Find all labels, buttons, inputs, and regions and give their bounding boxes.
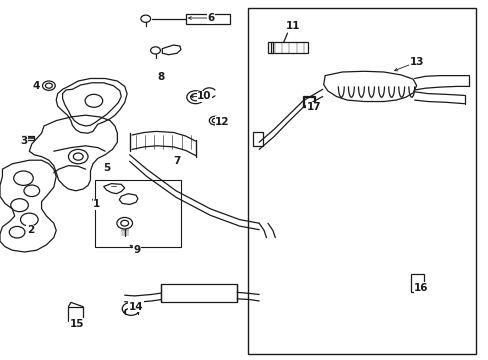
Text: 12: 12 [215, 117, 229, 127]
Bar [303, 96, 315, 107]
Text: 13: 13 [408, 57, 423, 67]
Text: 4: 4 [33, 81, 41, 91]
Text: 1: 1 [93, 199, 100, 210]
Text: 10: 10 [197, 91, 211, 102]
Bar [248, 8, 475, 354]
Bar [68, 307, 83, 321]
Text: 14: 14 [128, 302, 143, 312]
Text: 8: 8 [158, 72, 164, 82]
Text: 9: 9 [133, 245, 140, 255]
Bar [304, 97, 314, 106]
Text: 17: 17 [306, 102, 321, 112]
Bar [161, 284, 237, 302]
Bar [185, 14, 229, 24]
Text: 7: 7 [173, 156, 181, 166]
Bar [20, 136, 34, 140]
Text: 3: 3 [20, 136, 27, 146]
Bar [267, 42, 272, 53]
Bar [253, 132, 263, 146]
Bar [271, 42, 307, 53]
Text: 16: 16 [413, 283, 428, 293]
Text: 5: 5 [103, 163, 110, 174]
Text: 6: 6 [207, 13, 214, 23]
Bar [95, 180, 181, 247]
Text: 11: 11 [285, 21, 300, 31]
Text: 2: 2 [27, 225, 34, 235]
Bar [410, 274, 424, 292]
Text: 15: 15 [70, 319, 84, 329]
